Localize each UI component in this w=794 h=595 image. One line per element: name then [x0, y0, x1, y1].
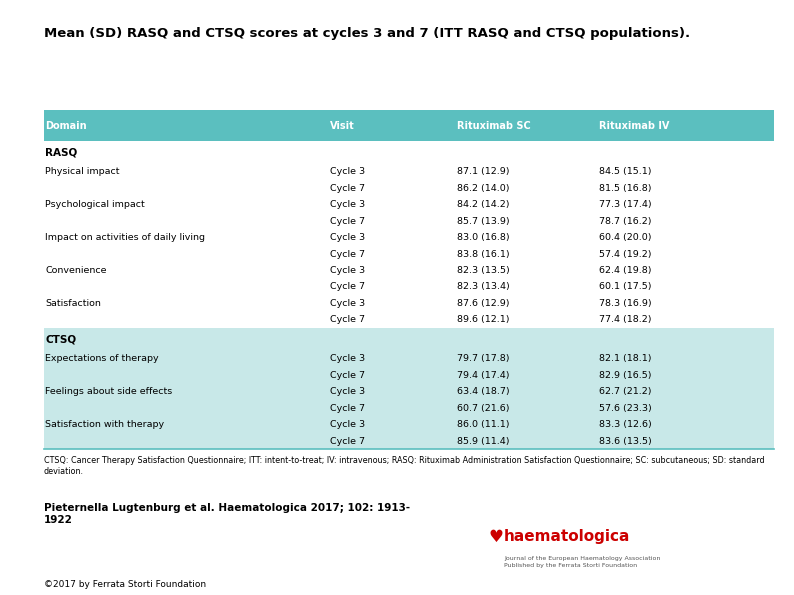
Text: Domain: Domain [45, 121, 87, 130]
Bar [44, 230, 774, 246]
Text: 60.7 (21.6): 60.7 (21.6) [457, 403, 509, 413]
Text: 83.3 (12.6): 83.3 (12.6) [599, 420, 652, 429]
Bar [44, 213, 774, 230]
Text: 87.1 (12.9): 87.1 (12.9) [457, 167, 509, 176]
Bar [44, 384, 774, 400]
Text: 78.3 (16.9): 78.3 (16.9) [599, 299, 652, 308]
Text: Cycle 3: Cycle 3 [330, 387, 364, 396]
Text: 60.1 (17.5): 60.1 (17.5) [599, 283, 652, 292]
Text: ♥: ♥ [488, 528, 503, 546]
Text: ©2017 by Ferrata Storti Foundation: ©2017 by Ferrata Storti Foundation [44, 580, 206, 589]
Text: 82.3 (13.4): 82.3 (13.4) [457, 283, 509, 292]
Text: 85.9 (11.4): 85.9 (11.4) [457, 437, 509, 446]
Bar [44, 367, 774, 384]
Bar [44, 180, 774, 196]
Bar [44, 164, 774, 180]
Text: Cycle 7: Cycle 7 [330, 403, 364, 413]
Bar [44, 110, 774, 141]
Text: haematologica: haematologica [504, 529, 630, 544]
Text: Psychological impact: Psychological impact [45, 200, 145, 209]
Text: Cycle 3: Cycle 3 [330, 354, 364, 364]
Text: 84.2 (14.2): 84.2 (14.2) [457, 200, 509, 209]
Text: Feelings about side effects: Feelings about side effects [45, 387, 172, 396]
Text: 83.0 (16.8): 83.0 (16.8) [457, 233, 509, 242]
Bar [44, 141, 774, 164]
Text: 57.6 (23.3): 57.6 (23.3) [599, 403, 652, 413]
Text: 62.7 (21.2): 62.7 (21.2) [599, 387, 652, 396]
Text: 86.0 (11.1): 86.0 (11.1) [457, 420, 509, 429]
Text: RASQ: RASQ [45, 148, 78, 157]
Text: 85.7 (13.9): 85.7 (13.9) [457, 217, 509, 226]
Text: Cycle 7: Cycle 7 [330, 371, 364, 380]
Bar [44, 312, 774, 328]
Text: Impact on activities of daily living: Impact on activities of daily living [45, 233, 206, 242]
Text: Cycle 3: Cycle 3 [330, 167, 364, 176]
Text: 63.4 (18.7): 63.4 (18.7) [457, 387, 509, 396]
Text: Cycle 7: Cycle 7 [330, 437, 364, 446]
Text: 60.4 (20.0): 60.4 (20.0) [599, 233, 652, 242]
Bar [44, 246, 774, 262]
Text: 82.9 (16.5): 82.9 (16.5) [599, 371, 652, 380]
Text: Cycle 7: Cycle 7 [330, 283, 364, 292]
Text: 78.7 (16.2): 78.7 (16.2) [599, 217, 652, 226]
Text: 87.6 (12.9): 87.6 (12.9) [457, 299, 509, 308]
Text: 83.6 (13.5): 83.6 (13.5) [599, 437, 652, 446]
Text: Cycle 7: Cycle 7 [330, 249, 364, 259]
Text: CTSQ: CTSQ [45, 334, 76, 345]
Text: Cycle 3: Cycle 3 [330, 266, 364, 275]
Text: Rituximab IV: Rituximab IV [599, 121, 670, 130]
Bar [44, 416, 774, 433]
Bar [44, 400, 774, 416]
Text: Cycle 3: Cycle 3 [330, 420, 364, 429]
Bar [44, 295, 774, 312]
Text: CTSQ: Cancer Therapy Satisfaction Questionnaire; ITT: intent-to-treat; IV: intra: CTSQ: Cancer Therapy Satisfaction Questi… [44, 456, 765, 477]
Text: Mean (SD) RASQ and CTSQ scores at cycles 3 and 7 (ITT RASQ and CTSQ populations): Mean (SD) RASQ and CTSQ scores at cycles… [44, 27, 690, 40]
Bar [44, 262, 774, 278]
Text: 81.5 (16.8): 81.5 (16.8) [599, 184, 652, 193]
Text: Cycle 7: Cycle 7 [330, 184, 364, 193]
Text: 82.3 (13.5): 82.3 (13.5) [457, 266, 509, 275]
Text: Rituximab SC: Rituximab SC [457, 121, 530, 130]
Text: Cycle 3: Cycle 3 [330, 299, 364, 308]
Text: 77.3 (17.4): 77.3 (17.4) [599, 200, 652, 209]
Text: 84.5 (15.1): 84.5 (15.1) [599, 167, 652, 176]
Bar [44, 433, 774, 449]
Text: 62.4 (19.8): 62.4 (19.8) [599, 266, 652, 275]
Text: Satisfaction with therapy: Satisfaction with therapy [45, 420, 164, 429]
Bar [44, 196, 774, 213]
Bar [44, 350, 774, 367]
Text: Cycle 7: Cycle 7 [330, 217, 364, 226]
Bar [44, 278, 774, 295]
Text: Convenience: Convenience [45, 266, 106, 275]
Text: 89.6 (12.1): 89.6 (12.1) [457, 315, 509, 324]
Text: 82.1 (18.1): 82.1 (18.1) [599, 354, 652, 364]
Text: 57.4 (19.2): 57.4 (19.2) [599, 249, 652, 259]
Text: 77.4 (18.2): 77.4 (18.2) [599, 315, 652, 324]
Text: Satisfaction: Satisfaction [45, 299, 101, 308]
Text: 79.7 (17.8): 79.7 (17.8) [457, 354, 509, 364]
Text: Cycle 7: Cycle 7 [330, 315, 364, 324]
Text: Visit: Visit [330, 121, 354, 130]
Text: 86.2 (14.0): 86.2 (14.0) [457, 184, 509, 193]
Text: Physical impact: Physical impact [45, 167, 120, 176]
Text: Pieternella Lugtenburg et al. Haematologica 2017; 102: 1913-
1922: Pieternella Lugtenburg et al. Haematolog… [44, 503, 410, 525]
Text: Expectations of therapy: Expectations of therapy [45, 354, 159, 364]
Bar [44, 328, 774, 350]
Text: Journal of the European Haematology Association
Published by the Ferrata Storti : Journal of the European Haematology Asso… [504, 556, 661, 568]
Text: 79.4 (17.4): 79.4 (17.4) [457, 371, 509, 380]
Text: Cycle 3: Cycle 3 [330, 233, 364, 242]
Text: Cycle 3: Cycle 3 [330, 200, 364, 209]
Text: 83.8 (16.1): 83.8 (16.1) [457, 249, 509, 259]
